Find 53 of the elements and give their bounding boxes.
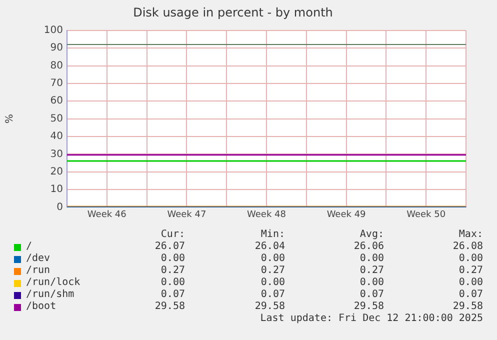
text: 26.08 bbox=[452, 241, 483, 253]
legend-label: /run/shm bbox=[26, 289, 74, 301]
y-tick-label: 40 bbox=[50, 131, 63, 142]
text: 26.07 bbox=[154, 241, 185, 253]
text: 0.07 bbox=[260, 289, 285, 301]
text: Min: bbox=[260, 229, 285, 241]
legend-label: /run/lock bbox=[26, 277, 80, 289]
text: 26.04 bbox=[254, 241, 285, 253]
y-tick-label: 30 bbox=[50, 148, 63, 160]
y-tick-label: 10 bbox=[50, 184, 63, 196]
y-tick-label: 50 bbox=[50, 113, 63, 124]
text: 26.06 bbox=[354, 241, 384, 253]
y-tick-label: 100 bbox=[44, 24, 63, 36]
text: Last update: Fri Dec 12 21:00:00 2025 bbox=[260, 313, 483, 325]
text: 29.58 bbox=[452, 301, 483, 313]
text: 29.58 bbox=[254, 301, 285, 313]
text: 0.07 bbox=[360, 289, 384, 301]
y-tick-label: 90 bbox=[50, 42, 63, 54]
y-tick-label: 60 bbox=[50, 96, 63, 107]
text: Max: bbox=[458, 229, 483, 241]
text: 0.07 bbox=[458, 289, 483, 301]
y-tick-label: 70 bbox=[50, 78, 63, 90]
text: 0.00 bbox=[458, 253, 483, 265]
chart-title: Disk usage in percent - by month bbox=[133, 5, 333, 20]
y-tick-label: 80 bbox=[50, 60, 63, 72]
x-tick-label: Week 47 bbox=[167, 210, 206, 220]
y-tick-label: 0 bbox=[56, 202, 63, 213]
x-tick-label: Week 46 bbox=[87, 210, 127, 220]
text: 0.00 bbox=[160, 253, 185, 265]
text: 0.00 bbox=[260, 277, 285, 289]
text: 0.00 bbox=[360, 277, 384, 289]
x-tick-label: Week 48 bbox=[247, 210, 286, 220]
text: Cur: bbox=[160, 229, 185, 241]
x-tick-label: Week 50 bbox=[406, 210, 446, 220]
legend-label: /boot bbox=[26, 301, 56, 313]
text: 0.00 bbox=[458, 277, 483, 289]
text: 0.07 bbox=[160, 289, 185, 301]
text: Avg: bbox=[360, 229, 384, 241]
legend-label: /run bbox=[26, 265, 50, 277]
text: 0.27 bbox=[360, 265, 384, 277]
text: 29.58 bbox=[354, 301, 384, 313]
legend-label: / bbox=[26, 241, 32, 253]
y-tick-label: 20 bbox=[50, 166, 63, 178]
text: 0.27 bbox=[260, 265, 285, 277]
y-axis-title: % bbox=[4, 114, 16, 124]
legend-label: /dev bbox=[26, 253, 50, 265]
text: 0.27 bbox=[160, 265, 185, 277]
text: 0.00 bbox=[360, 253, 384, 265]
x-tick-label: Week 49 bbox=[326, 210, 366, 220]
text: 29.58 bbox=[154, 301, 185, 313]
text: 0.00 bbox=[260, 253, 285, 265]
text: 0.27 bbox=[458, 265, 483, 277]
text: 0.00 bbox=[160, 277, 185, 289]
